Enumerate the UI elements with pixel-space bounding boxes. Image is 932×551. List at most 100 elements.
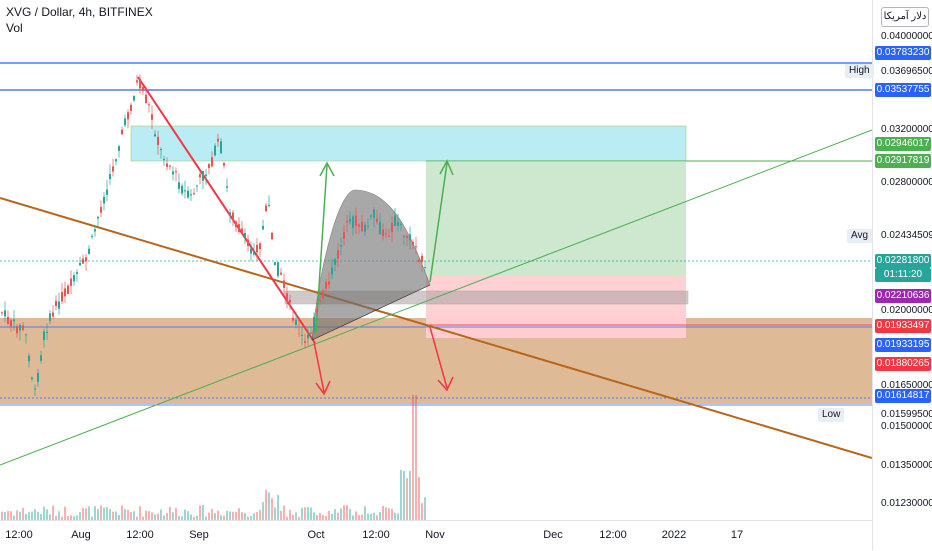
candle-body [349, 218, 351, 222]
volume-bar [4, 512, 6, 520]
candle-body [265, 205, 267, 212]
volume-bar [418, 477, 420, 520]
candle-body [271, 232, 273, 240]
volume-bar [184, 509, 186, 520]
volume-bar [166, 512, 168, 520]
volume-bar [232, 511, 234, 520]
volume-bar [52, 505, 54, 520]
volume-bar [391, 508, 393, 520]
volume-bar [64, 506, 66, 520]
candle-body [88, 248, 90, 254]
volume-bar [361, 514, 363, 520]
volume-bar [271, 498, 273, 520]
volume-bar [289, 510, 291, 520]
time-label: Sep [189, 529, 209, 541]
volume-bar [256, 512, 258, 520]
volume-bar [97, 509, 99, 520]
volume-bar [19, 511, 21, 520]
volume-bar [406, 478, 408, 520]
price-tick: 0.02800000 [881, 177, 932, 188]
volume-bar [100, 505, 102, 520]
candle-body [166, 163, 168, 167]
volume-bar [46, 509, 48, 520]
candle-body [409, 234, 411, 241]
volume-bar [346, 505, 348, 520]
price-candles[interactable] [1, 74, 426, 397]
candle-body [268, 204, 270, 206]
volume-bar [196, 515, 198, 520]
candle-body [241, 228, 243, 234]
candle-body [406, 235, 408, 238]
volume-bar [208, 512, 210, 520]
symbol-title[interactable]: XVG / Dollar, 4h, BITFINEX [6, 5, 153, 19]
volume-bar [274, 507, 276, 520]
candle-body [331, 267, 333, 275]
volume-bar [181, 516, 183, 520]
volume-bar [343, 505, 345, 520]
price-tick: 0.01650000 [881, 380, 932, 391]
volume-bar [394, 512, 396, 520]
chart-area[interactable]: XVG / Dollar, 4h, BITFINEX Vol [0, 0, 872, 520]
volume-bar [118, 514, 120, 520]
volume-bar [61, 516, 63, 520]
candle-body [22, 325, 24, 330]
candle-body [208, 163, 210, 169]
volume-bar [58, 511, 60, 520]
volume-bar [340, 508, 342, 520]
brown-trendline[interactable] [0, 197, 872, 459]
candle-body [220, 141, 222, 154]
position-loss-zone[interactable] [426, 275, 686, 338]
volume-bar [10, 511, 12, 520]
volume-legend[interactable]: Vol [6, 21, 23, 35]
volume-bar [154, 514, 156, 520]
arrow-down-red-2[interactable] [429, 326, 454, 392]
volume-bar [76, 515, 78, 520]
arc-base[interactable] [311, 284, 431, 341]
candle-body [13, 319, 15, 322]
price-tick: 0.02434509 [881, 230, 932, 241]
currency-button[interactable]: دلار آمریکا [881, 7, 929, 27]
time-axis[interactable]: 12:00 Aug 12:00 Sep Oct 12:00 Nov Dec 12… [0, 520, 872, 551]
position-profit-zone[interactable] [426, 162, 686, 275]
volume-bar [157, 513, 159, 520]
candle-body [76, 272, 78, 274]
resistance-zone[interactable] [130, 125, 687, 162]
volume-bar [73, 516, 75, 520]
candle-body [55, 301, 57, 307]
arc-pattern[interactable] [311, 189, 431, 341]
candle-body [94, 229, 96, 232]
price-axis[interactable]: دلار آمریکا 0.04000000 0.03696500 0.0320… [872, 0, 932, 550]
volume-bar [262, 502, 264, 520]
volume-bar [376, 515, 378, 520]
candle-body [361, 221, 363, 232]
time-label: 12:00 [5, 529, 33, 541]
candle-body [400, 223, 402, 225]
time-label: Aug [71, 529, 91, 541]
arrow-up-green-1[interactable] [315, 161, 335, 333]
volume-bar [112, 511, 114, 520]
red-trendline[interactable] [137, 76, 316, 344]
candle-body [46, 331, 48, 333]
volume-bar [355, 511, 357, 520]
chart-canvas[interactable] [0, 0, 872, 520]
candle-body [130, 104, 132, 111]
candle-body [124, 118, 126, 126]
candle-body [52, 312, 54, 317]
candle-body [403, 236, 405, 238]
arrow-up-green-2[interactable] [429, 159, 454, 283]
candle-body [16, 326, 18, 334]
volume-bar [163, 515, 165, 520]
volume-bar [370, 513, 372, 520]
candle-body [142, 86, 144, 92]
candle-body [334, 258, 336, 265]
candle-body [91, 235, 93, 237]
arrow-down-red-1[interactable] [313, 341, 331, 396]
green-trendline[interactable] [0, 129, 872, 466]
candle-body [34, 388, 36, 390]
price-tick: 0.01500000 [881, 421, 932, 432]
volume-bar [148, 511, 150, 520]
candle-body [214, 145, 216, 156]
time-label: 12:00 [362, 529, 390, 541]
candle-body [97, 216, 99, 219]
candle-body [373, 209, 375, 218]
